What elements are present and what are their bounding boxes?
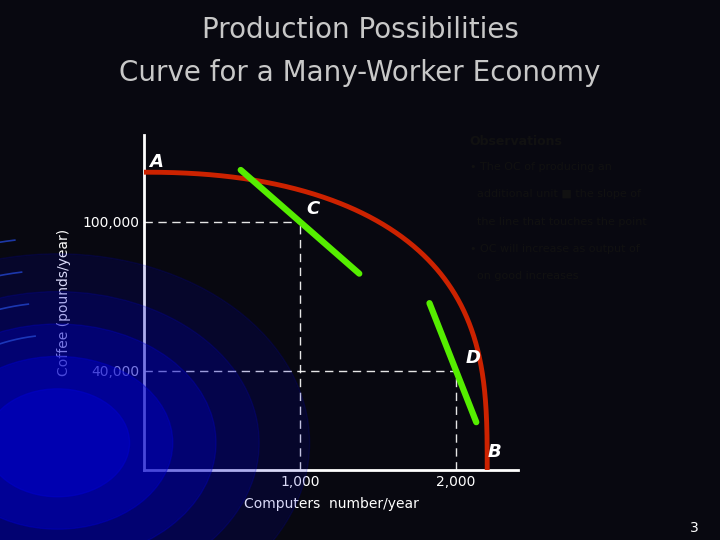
Text: A: A [149,153,163,171]
X-axis label: Computers  number/year: Computers number/year [244,497,418,511]
Text: B: B [487,443,501,461]
Y-axis label: Coffee (pounds/year): Coffee (pounds/year) [57,229,71,376]
Text: Observations: Observations [469,135,562,148]
Text: on good increases: on good increases [469,272,578,281]
Text: • OC will increase as output of: • OC will increase as output of [469,244,639,254]
Text: the line that touches the point: the line that touches the point [469,217,647,227]
Text: D: D [465,349,480,367]
Text: additional unit ■ the slope of: additional unit ■ the slope of [469,189,641,199]
Text: Production Possibilities: Production Possibilities [202,16,518,44]
Text: 3: 3 [690,521,698,535]
Text: • The OC of producing an: • The OC of producing an [469,162,611,172]
Text: C: C [306,200,320,218]
Text: Curve for a Many-Worker Economy: Curve for a Many-Worker Economy [120,59,600,87]
